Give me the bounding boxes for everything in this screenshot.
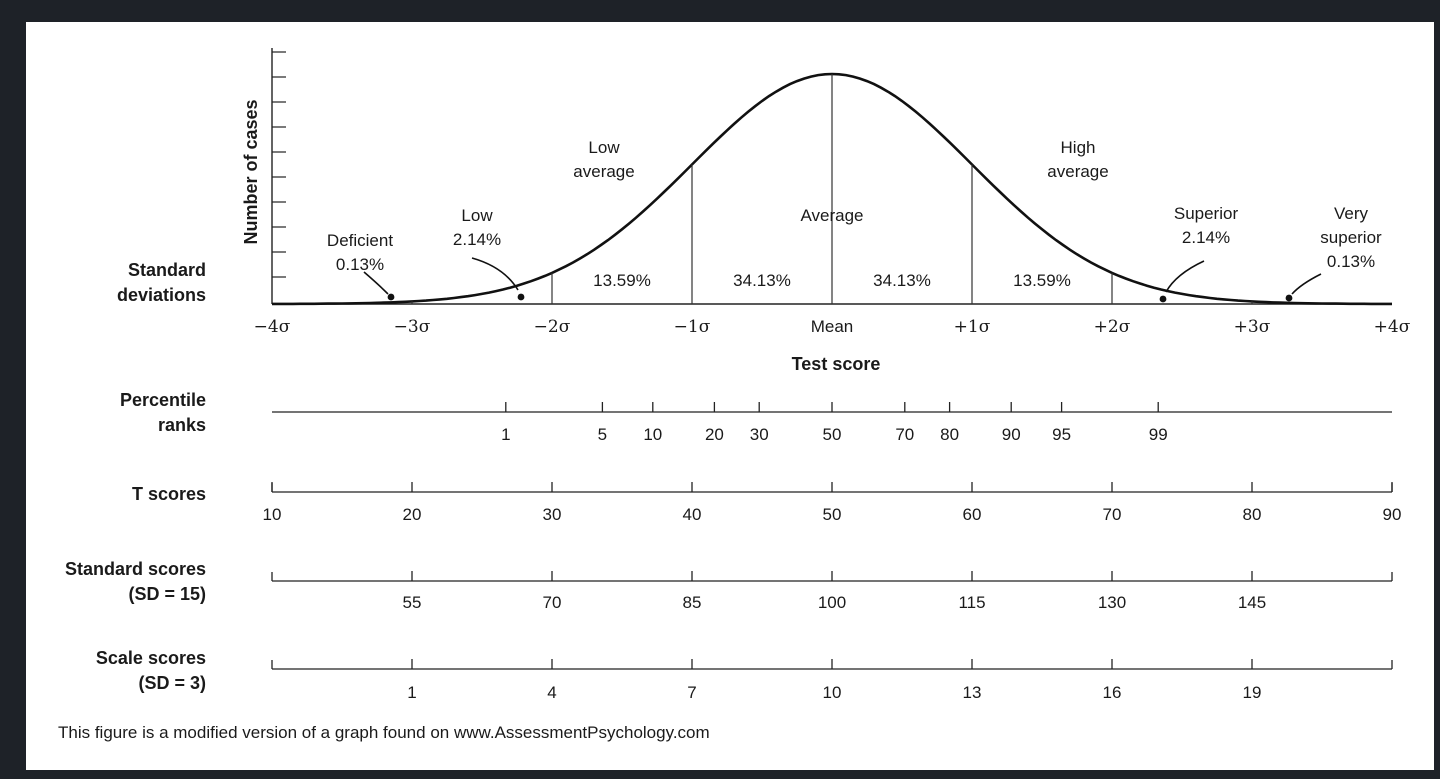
scale-tick-label: 16: [1103, 683, 1122, 702]
scale-tick-label: 1: [407, 683, 416, 702]
scale-tick-label: 130: [1098, 593, 1126, 612]
category-label: Very: [1334, 204, 1369, 223]
category-label: Average: [800, 206, 863, 225]
curve-group: 13.59% 34.13% 34.13% 13.59%: [272, 72, 1392, 306]
score-scale-row: Scale scores (SD = 3) 1 4 7 10 13 16 19: [96, 648, 1393, 702]
scale-row-title: T scores: [132, 484, 206, 504]
score-scale-row: Standard scores (SD = 15) 55 70 85 100 115 130 1…: [65, 559, 1393, 612]
category-label: 2.14%: [1182, 228, 1230, 247]
scale-tick-label: 70: [543, 593, 562, 612]
category-label: High: [1061, 138, 1096, 157]
scale-tick-label: 30: [543, 505, 562, 524]
score-scales: Percentile ranks 1 5 10 20 30 50 70 80 90 95 99 T sco…: [65, 390, 1402, 702]
normal-curve-chart: 13.59% 34.13% 34.13% 13.59% Deficient 0.13% L…: [58, 48, 1411, 742]
arrow-head: [387, 293, 395, 301]
scale-tick-label: 85: [683, 593, 702, 612]
low-arrow: [471, 257, 519, 291]
score-scale-row: Percentile ranks 1 5 10 20 30 50 70 80 90 95 99: [120, 390, 1392, 444]
scale-tick-label: 13: [963, 683, 982, 702]
sd-tick-label: +4σ: [1374, 317, 1411, 337]
y-axis-label: Number of cases: [241, 99, 261, 244]
scale-tick-label: 7: [687, 683, 696, 702]
sd-labels: Standard deviations −4σ −3σ −2σ −1σ Mean +1σ +2σ…: [117, 260, 1411, 337]
scale-tick-label: 80: [1243, 505, 1262, 524]
scale-tick-label: 80: [940, 425, 959, 444]
figure-panel: 13.59% 34.13% 34.13% 13.59% Deficient 0.13% L…: [26, 22, 1434, 770]
scale-tick-label: 95: [1052, 425, 1071, 444]
category-label: 0.13%: [336, 255, 384, 274]
scale-tick-label: 55: [403, 593, 422, 612]
category-label: 0.13%: [1327, 252, 1375, 271]
category-label: 2.14%: [453, 230, 501, 249]
scale-tick-label: 5: [598, 425, 607, 444]
scale-tick-label: 70: [895, 425, 914, 444]
scale-row-title: Percentile: [120, 390, 206, 410]
sd-row-title: deviations: [117, 285, 206, 305]
scale-tick-label: 115: [958, 593, 985, 612]
scale-tick-label: 90: [1383, 505, 1402, 524]
category-label: superior: [1320, 228, 1382, 247]
scale-row-title: (SD = 3): [138, 673, 206, 693]
category-label: average: [573, 162, 634, 181]
sd-tick-label: −2σ: [534, 317, 571, 337]
arrow-head: [1159, 295, 1167, 303]
sd-tick-label: Mean: [811, 317, 854, 336]
scale-tick-label: 20: [705, 425, 724, 444]
scale-row-title: Standard scores: [65, 559, 206, 579]
scale-tick-label: 40: [683, 505, 702, 524]
scale-tick-label: 145: [1238, 593, 1266, 612]
annotations: Deficient 0.13% Low 2.14% Low average Average H…: [327, 138, 1382, 303]
sd-tick-label: −4σ: [254, 317, 291, 337]
x-axis-label: Test score: [792, 354, 881, 374]
category-label: Deficient: [327, 231, 393, 250]
scale-tick-label: 19: [1243, 683, 1262, 702]
very-superior-arrow: [1291, 273, 1322, 295]
scale-tick-label: 100: [818, 593, 846, 612]
scale-tick-label: 50: [823, 505, 842, 524]
arrow-head: [517, 293, 525, 301]
footnote: This figure is a modified version of a g…: [58, 723, 710, 742]
scale-row-title: Scale scores: [96, 648, 206, 668]
sd-tick-label: −3σ: [394, 317, 431, 337]
scale-tick-label: 99: [1149, 425, 1168, 444]
sd-tick-label: −1σ: [674, 317, 711, 337]
segment-percent-label: 34.13%: [733, 271, 791, 290]
sd-tick-label: +3σ: [1234, 317, 1271, 337]
scale-row-title: (SD = 15): [128, 584, 206, 604]
scale-tick-label: 50: [823, 425, 842, 444]
scale-tick-label: 10: [823, 683, 842, 702]
deficient-arrow: [363, 271, 389, 295]
category-label: Low: [588, 138, 620, 157]
scale-tick-label: 1: [501, 425, 510, 444]
scale-tick-label: 60: [963, 505, 982, 524]
segment-percent-label: 13.59%: [1013, 271, 1071, 290]
category-label: Low: [461, 206, 493, 225]
sd-tick-label: +2σ: [1094, 317, 1131, 337]
scale-row-title: ranks: [158, 415, 206, 435]
segment-percent-label: 34.13%: [873, 271, 931, 290]
scale-tick-label: 90: [1002, 425, 1021, 444]
scale-tick-label: 10: [643, 425, 662, 444]
scale-tick-label: 20: [403, 505, 422, 524]
sd-row-title: Standard: [128, 260, 206, 280]
scale-tick-label: 70: [1103, 505, 1122, 524]
scale-tick-label: 10: [263, 505, 282, 524]
category-label: Superior: [1174, 204, 1239, 223]
arrow-head: [1285, 294, 1293, 302]
segment-percent-label: 13.59%: [593, 271, 651, 290]
scale-tick-label: 4: [547, 683, 556, 702]
score-scale-row: T scores 10 20 30 40 50 60 70 80 90: [132, 482, 1402, 524]
scale-tick-label: 30: [750, 425, 769, 444]
sd-tick-label: +1σ: [954, 317, 991, 337]
category-label: average: [1047, 162, 1108, 181]
superior-arrow: [1165, 260, 1205, 293]
